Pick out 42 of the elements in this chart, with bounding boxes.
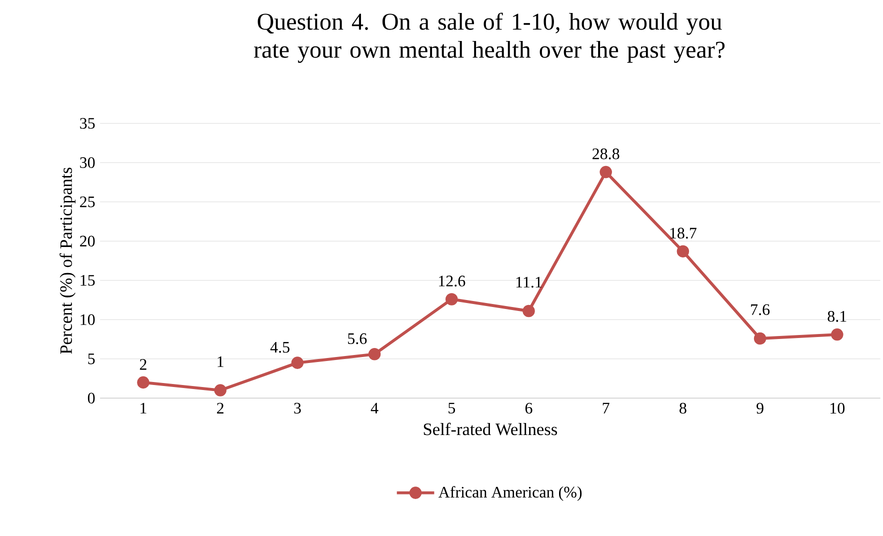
data-label: 18.7 xyxy=(670,228,696,239)
data-label: 2 xyxy=(140,359,146,370)
point xyxy=(600,166,612,178)
x-tick-label: 2 xyxy=(217,402,224,414)
y-tick-label: 5 xyxy=(88,353,95,364)
legend-label: African American (%) xyxy=(438,486,582,501)
x-tick-label: 3 xyxy=(294,402,301,414)
data-label: 11.1 xyxy=(516,276,542,288)
point xyxy=(291,356,304,369)
x-tick-label: 8 xyxy=(680,402,686,414)
y-tick-label: 25 xyxy=(80,196,95,208)
y-axis-title: Percent (%) of Participants xyxy=(60,168,76,354)
x-tick-label: 7 xyxy=(602,402,610,414)
data-label: 12.6 xyxy=(439,276,466,286)
data-label: 1 xyxy=(218,356,224,367)
y-tick-label: 30 xyxy=(80,157,95,168)
y-tick-label: 10 xyxy=(80,314,95,325)
data-label: 8.1 xyxy=(828,310,846,322)
point xyxy=(368,348,381,360)
point xyxy=(676,245,690,258)
x-tick-label: 4 xyxy=(370,402,378,414)
data-label: 4.5 xyxy=(270,342,290,353)
data-label: 7.6 xyxy=(751,304,770,315)
data-label: 5.6 xyxy=(348,333,367,344)
point xyxy=(831,328,844,341)
point xyxy=(214,384,226,396)
point xyxy=(754,332,766,345)
y-tick-label: 15 xyxy=(80,274,95,286)
point xyxy=(137,376,150,388)
chart-title: Question 4. On a sale of 1-10, how would you rate your own mental health over the past year? xyxy=(254,12,725,63)
point xyxy=(522,304,535,318)
x-tick-label: 5 xyxy=(448,402,456,414)
x-axis-title: Self-rated Wellness xyxy=(424,422,558,436)
x-tick-label: 1 xyxy=(140,402,146,414)
y-tick-label: 20 xyxy=(80,236,95,246)
x-tick-label: 10 xyxy=(830,402,845,414)
y-tick-label: 35 xyxy=(80,118,95,129)
y-tick-label: 0 xyxy=(88,392,95,404)
point xyxy=(445,292,458,306)
x-tick-label: 9 xyxy=(756,402,764,414)
data-label: 28.8 xyxy=(592,148,620,160)
x-tick-label: 6 xyxy=(525,402,532,414)
